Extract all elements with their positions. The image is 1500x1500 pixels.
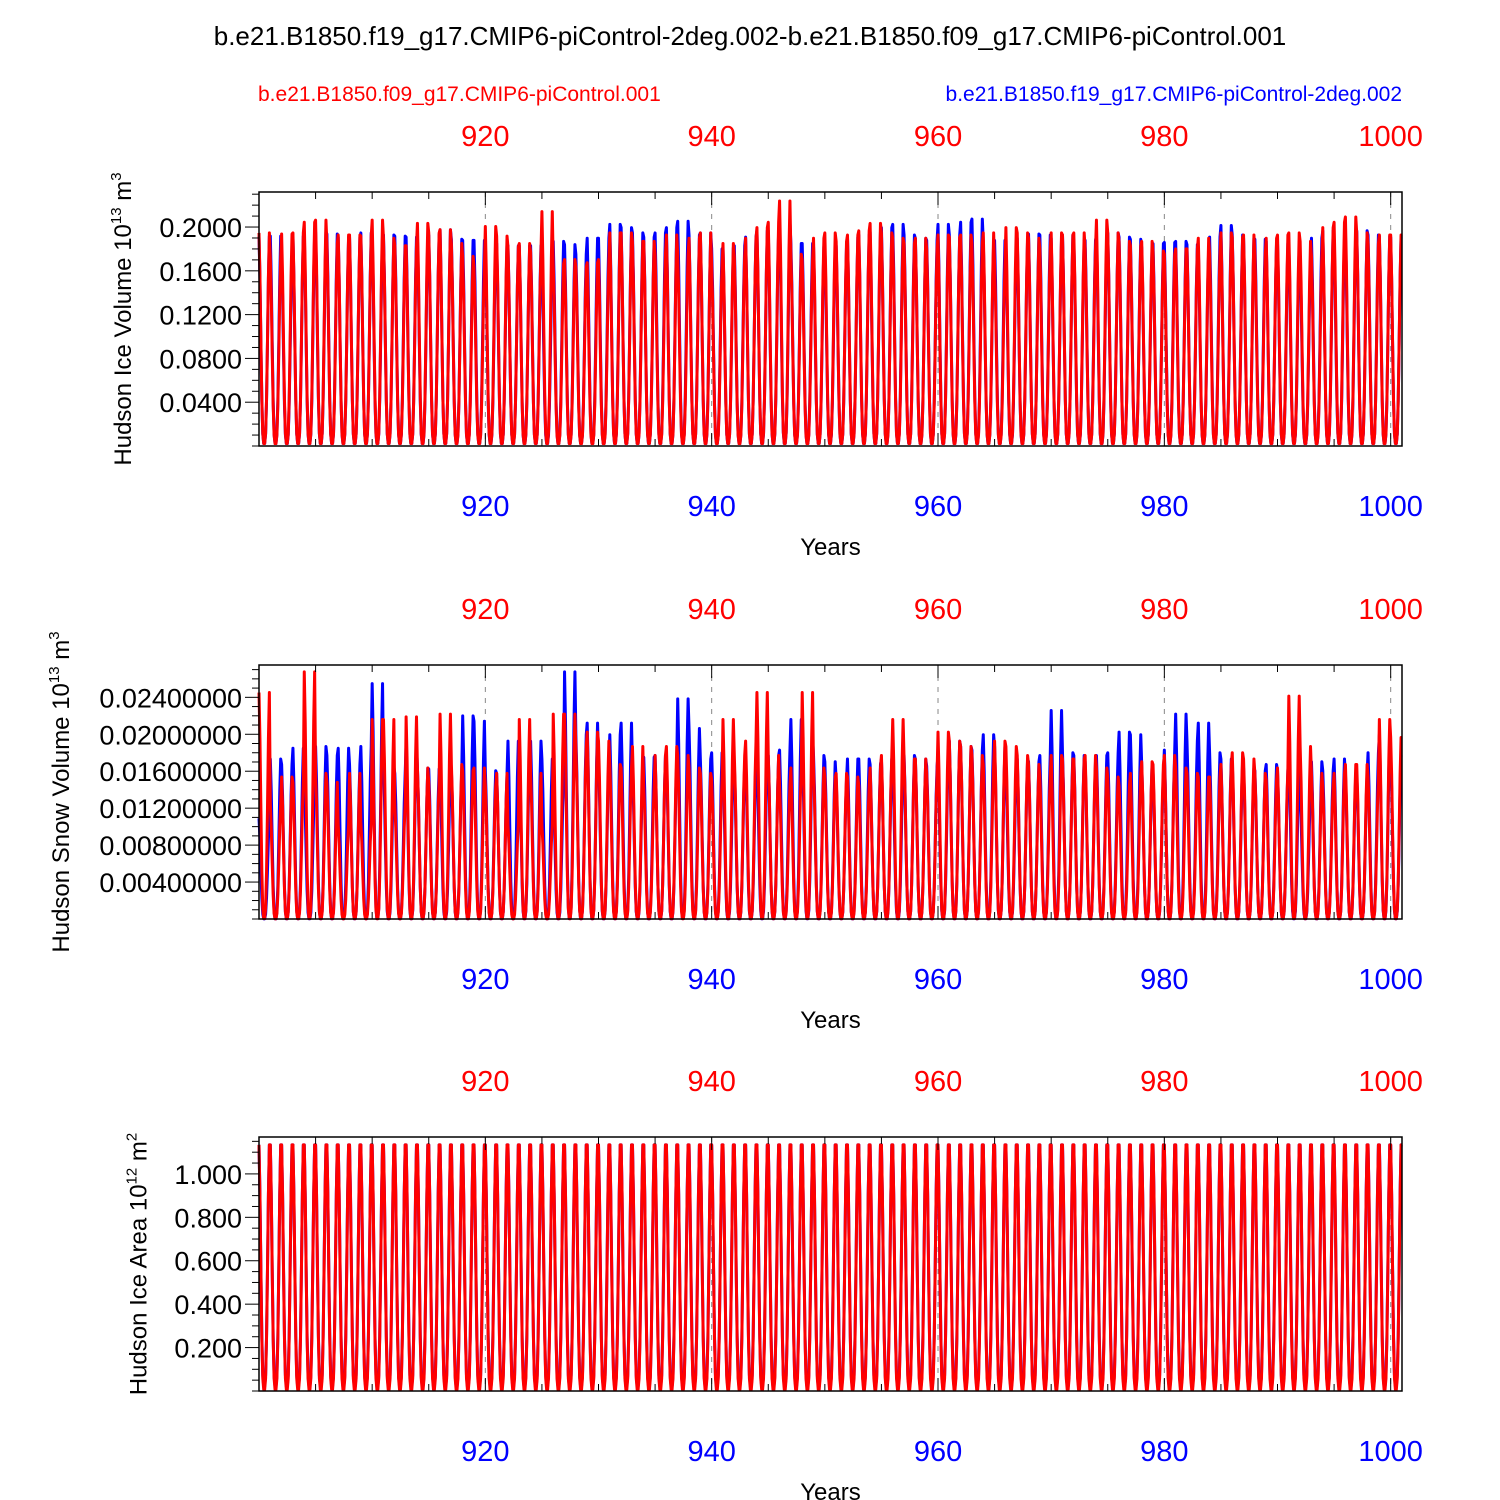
x-tick-label-top: 920	[461, 594, 509, 626]
y-axis-label: Hudson Snow Volume 1013 m3	[46, 631, 75, 952]
y-tick-label: 0.01600000	[99, 757, 242, 787]
y-tick-label: 1.000	[174, 1160, 242, 1190]
y-axis-label-unit: m	[48, 640, 75, 667]
y-tick-label: 0.02400000	[99, 683, 242, 713]
y-tick-label: 0.600	[174, 1247, 242, 1277]
x-tick-label-bottom: 980	[1140, 1436, 1188, 1468]
x-tick-label-bottom: 920	[461, 964, 509, 996]
plot-frame	[258, 664, 1403, 920]
y-axis-label-unit-exponent: 3	[46, 631, 63, 639]
x-tick-label-top: 1000	[1358, 1066, 1423, 1098]
x-tick-label-top: 980	[1140, 594, 1188, 626]
x-tick-label-bottom: 1000	[1358, 491, 1423, 523]
x-tick-label-bottom: 1000	[1358, 1436, 1423, 1468]
x-tick-label-top: 980	[1140, 1066, 1188, 1098]
y-axis-label-exponent: 13	[108, 207, 125, 224]
y-tick-label: 0.0400	[159, 388, 242, 418]
x-tick-label-bottom: 980	[1140, 964, 1188, 996]
x-tick-label-top: 960	[914, 594, 962, 626]
x-tick-label-top: 1000	[1358, 121, 1423, 153]
y-tick-label: 0.02000000	[99, 720, 242, 750]
x-tick-label-top: 1000	[1358, 594, 1423, 626]
y-axis-label-unit: m	[126, 1141, 153, 1168]
x-tick-label-bottom: 960	[914, 491, 962, 523]
y-axis-label-exponent: 13	[46, 666, 63, 683]
x-axis-label: Years	[800, 534, 861, 561]
y-axis-label: Hudson Ice Volume 1013 m3	[108, 172, 137, 465]
x-tick-label-bottom: 960	[914, 1436, 962, 1468]
x-tick-label-top: 960	[914, 1066, 962, 1098]
y-tick-label: 0.800	[174, 1203, 242, 1233]
y-tick-label: 0.1200	[159, 301, 242, 331]
y-axis-label-unit-exponent: 3	[108, 172, 125, 180]
y-tick-label: 0.0800	[159, 344, 242, 374]
x-tick-label-top: 940	[687, 594, 735, 626]
figure-title: b.e21.B1850.f19_g17.CMIP6-piControl-2deg…	[214, 21, 1287, 51]
x-tick-label-bottom: 960	[914, 964, 962, 996]
series-line-red	[257, 670, 1403, 921]
x-axis-label: Years	[800, 1479, 861, 1500]
legend-blue-label: b.e21.B1850.f19_g17.CMIP6-piControl-2deg…	[946, 83, 1402, 106]
y-axis-label: Hudson Ice Area 1012 m2	[124, 1133, 153, 1396]
x-tick-label-top: 940	[687, 1066, 735, 1098]
x-tick-label-bottom: 940	[687, 491, 735, 523]
x-axis-label: Years	[800, 1007, 861, 1034]
legend-red-label: b.e21.B1850.f09_g17.CMIP6-piControl.001	[258, 83, 661, 106]
panels: 920 920 940 940 960 960 980 980 1000 1000 Years 0.0…	[46, 121, 1423, 1500]
y-axis-label-main: Hudson Ice Volume 10	[110, 224, 137, 466]
y-axis-label-unit: m	[110, 181, 137, 208]
y-tick-label: 0.00800000	[99, 831, 242, 861]
plot-frame	[258, 1136, 1403, 1392]
y-axis-label-main: Hudson Ice Area 10	[126, 1184, 153, 1395]
y-axis-label-main: Hudson Snow Volume 10	[48, 683, 75, 953]
y-tick-label: 0.00400000	[99, 868, 242, 898]
series-line-red	[257, 199, 1403, 446]
panel-snow-volume: 920 920 940 940 960 960 980 980 1000 1000 Years 0.0…	[46, 594, 1423, 1034]
panel-ice-area: 920 920 940 940 960 960 980 980 1000 1000 Years 0.2…	[124, 1066, 1423, 1500]
x-tick-label-top: 980	[1140, 121, 1188, 153]
x-tick-label-bottom: 920	[461, 1436, 509, 1468]
y-tick-label: 0.01200000	[99, 794, 242, 824]
y-axis-label-unit-exponent: 2	[124, 1133, 141, 1141]
plot-frame	[258, 191, 1403, 447]
x-tick-label-bottom: 1000	[1358, 964, 1423, 996]
x-tick-label-bottom: 940	[687, 964, 735, 996]
x-tick-label-top: 940	[687, 121, 735, 153]
x-tick-label-top: 960	[914, 121, 962, 153]
x-tick-label-bottom: 920	[461, 491, 509, 523]
y-tick-label: 0.2000	[159, 213, 242, 243]
y-tick-label: 0.200	[174, 1334, 242, 1364]
x-tick-label-top: 920	[461, 1066, 509, 1098]
panel-ice-volume: 920 920 940 940 960 960 980 980 1000 1000 Years 0.0…	[108, 121, 1423, 561]
y-tick-label: 0.1600	[159, 257, 242, 287]
y-axis-label-exponent: 12	[124, 1168, 141, 1185]
y-tick-label: 0.400	[174, 1290, 242, 1320]
series-line-red	[257, 1143, 1403, 1392]
x-tick-label-bottom: 980	[1140, 491, 1188, 523]
x-tick-label-top: 920	[461, 121, 509, 153]
x-tick-label-bottom: 940	[687, 1436, 735, 1468]
